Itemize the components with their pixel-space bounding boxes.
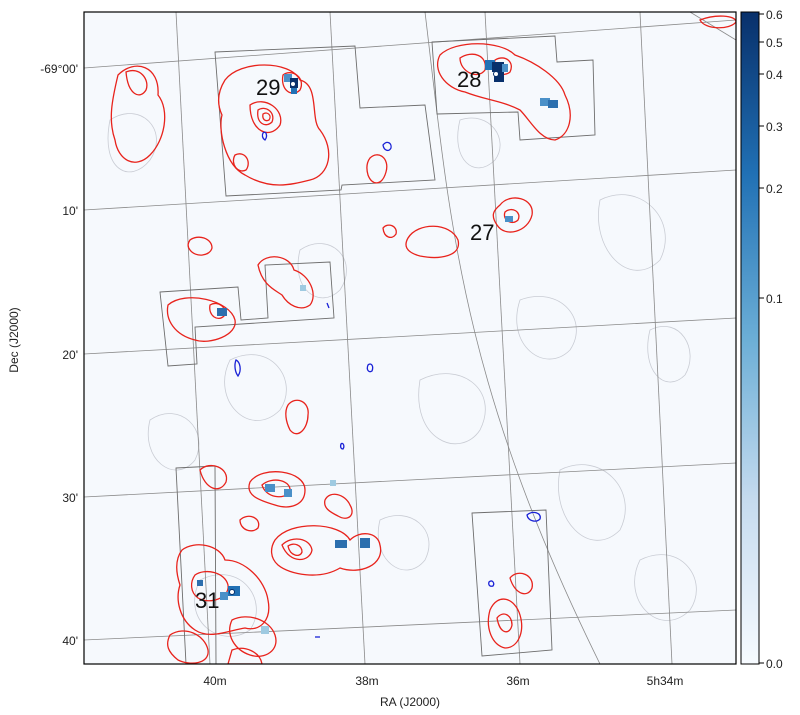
y-tick-label: 10' (62, 204, 78, 218)
y-tick-label: 20' (62, 348, 78, 362)
y-tick-label: 30' (62, 491, 78, 505)
plot-frame (83, 11, 737, 665)
x-tick-label: 5h34m (647, 674, 684, 688)
region-label-31: 31 (195, 588, 219, 613)
region-label-27: 27 (470, 220, 494, 245)
colorbar-tick-label: 0.5 (766, 36, 783, 50)
x-tick-label: 40m (203, 674, 226, 688)
colorbar-tick-label: 0.4 (766, 68, 783, 82)
plot-area (84, 12, 736, 664)
y-tick-label: 40' (62, 634, 78, 648)
field-outlines (159, 35, 596, 664)
colorbar-tick-label: 0.3 (766, 120, 783, 134)
y-tick-label: -69°00' (40, 62, 78, 76)
colorbar-tick-label: 0.2 (766, 182, 783, 196)
colorbar-gradient (740, 11, 760, 665)
background-contours (107, 113, 697, 637)
x-axis-title: RA (J2000) (380, 695, 440, 709)
colorbar-tick-label: 0.0 (766, 657, 783, 671)
x-tick-label: 36m (506, 674, 529, 688)
blue-contours (234, 131, 541, 638)
red-contours (110, 15, 736, 664)
colorbar: 0.6 0.5 0.4 0.3 0.2 0.1 0.0 (740, 8, 783, 671)
y-axis-title: Dec (J2000) (7, 307, 21, 372)
region-label-28: 28 (457, 67, 481, 92)
region-label-29: 29 (256, 75, 280, 100)
x-tick-label: 38m (355, 674, 378, 688)
colorbar-tick-label: 0.1 (766, 292, 783, 306)
colorbar-tick-label: 0.6 (766, 8, 783, 22)
peak-markers (229, 71, 499, 595)
